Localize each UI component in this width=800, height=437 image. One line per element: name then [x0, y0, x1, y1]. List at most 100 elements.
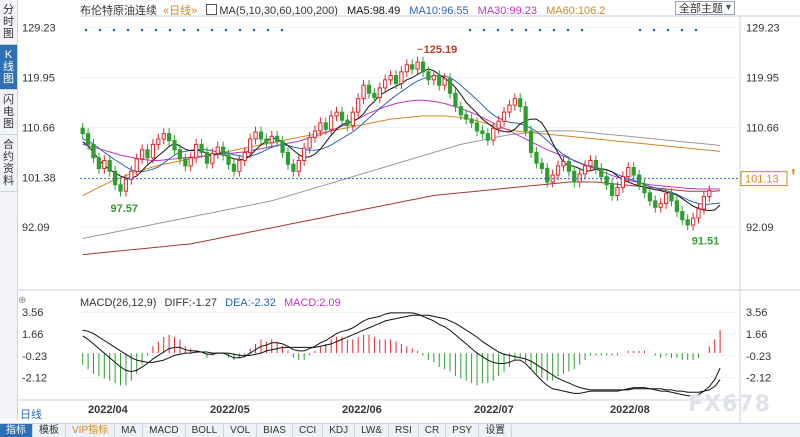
event-marker	[666, 28, 670, 32]
candle-body	[231, 163, 237, 172]
candle-body	[566, 161, 571, 172]
event-marker	[580, 28, 584, 32]
price-tick-left: 129.23	[22, 23, 56, 35]
event-marker	[112, 28, 116, 32]
candle-body	[636, 174, 642, 186]
low-annotation: 97.57	[111, 203, 139, 215]
candle-body	[156, 138, 161, 145]
candle-body	[312, 130, 318, 138]
candle-body	[350, 111, 355, 127]
candle-body	[199, 143, 204, 153]
bottom-tab-ma[interactable]: MA	[115, 424, 144, 437]
candle-body	[372, 92, 377, 99]
ma100-line	[82, 130, 721, 239]
event-marker	[224, 28, 228, 32]
candle-body	[150, 143, 156, 159]
bottom-tab-kdj[interactable]: KDJ	[323, 424, 356, 437]
candle-body	[345, 119, 350, 127]
candle-body	[474, 122, 480, 132]
event-marker	[566, 28, 570, 32]
bottom-tab-vol[interactable]: VOL	[224, 424, 258, 437]
candle-body	[501, 111, 507, 122]
bottom-tab-cr[interactable]: CR	[419, 424, 447, 437]
macd-diff-value: DIFF:-1.27	[164, 297, 218, 309]
bottom-tab-macd[interactable]: MACD	[143, 424, 186, 437]
candle-body	[458, 106, 463, 116]
ma-params: MA(5,10,30,60,100,200)	[219, 5, 338, 17]
candle-body	[302, 147, 307, 162]
bottom-tab-template[interactable]: 模板	[33, 424, 66, 437]
bottom-tab-bias[interactable]: BIAS	[257, 424, 293, 437]
period-label[interactable]: «日线»	[163, 5, 198, 17]
candle-body	[674, 200, 680, 213]
candle-body	[377, 87, 382, 99]
bottom-tab-indicator[interactable]: 指标	[0, 424, 33, 437]
candle-body	[129, 170, 134, 180]
period-button[interactable]: 日线	[20, 409, 42, 421]
candle-body	[685, 219, 690, 226]
macd-legend: MACD(26,12,9) DIFF:-1.27 DEA:-2.32 MACD:…	[80, 297, 346, 309]
candle-body	[453, 92, 458, 108]
event-marker	[238, 28, 242, 32]
bottom-tab-settings[interactable]: 设置	[479, 424, 513, 437]
candle-body	[437, 75, 442, 86]
candle-body	[167, 133, 172, 142]
candle-body	[356, 98, 361, 113]
price-tick-left: 92.09	[22, 222, 50, 234]
tab-kline[interactable]: K线图	[0, 45, 17, 90]
bottom-tab-psy[interactable]: PSY	[446, 424, 480, 437]
macd-tick-left: 1.66	[22, 329, 43, 341]
bottom-tab-rsi[interactable]: RSI	[389, 424, 419, 437]
candle-body	[620, 176, 625, 188]
ma30-value: MA30:99.23	[477, 5, 537, 17]
x-tick-label: 2022/07	[474, 404, 514, 416]
candle-body	[518, 98, 523, 108]
tab-contract-info[interactable]: 合约资料	[0, 135, 17, 192]
x-tick-label: 2022/04	[88, 404, 129, 416]
candle-body	[680, 211, 685, 221]
price-tick-left: 101.38	[22, 172, 56, 184]
tab-flash[interactable]: 闪电图	[0, 90, 17, 135]
candle-body	[237, 160, 242, 172]
candle-body	[523, 106, 528, 132]
theme-select[interactable]: 全部主题	[675, 1, 735, 15]
ma-settings-icon[interactable]	[206, 4, 218, 15]
event-marker	[680, 28, 684, 32]
macd_diff-line	[82, 312, 721, 397]
candle-body	[323, 122, 328, 130]
candle-body	[275, 135, 280, 143]
candle-body	[420, 61, 426, 73]
bottom-tab-vip[interactable]: VIP指标	[66, 424, 116, 437]
candle-body	[248, 138, 253, 153]
candle-body	[485, 133, 490, 141]
candle-body	[609, 184, 615, 196]
x-tick-label: 2022/05	[210, 404, 250, 416]
candle-body	[707, 190, 712, 198]
macd-dea-value: DEA:-2.32	[225, 297, 276, 309]
bottom-tab-boll[interactable]: BOLL	[186, 424, 225, 437]
chevron-down-icon[interactable]: ▼	[724, 2, 733, 12]
candle-body	[264, 138, 269, 144]
event-marker	[84, 28, 88, 32]
candle-body	[296, 160, 301, 172]
event-marker	[98, 28, 102, 32]
candle-body	[599, 168, 604, 178]
bottom-tab-lw[interactable]: LW&	[355, 424, 390, 437]
candle-body	[339, 111, 345, 121]
event-marker	[524, 28, 528, 32]
macd_dea-line	[82, 314, 721, 393]
event-marker	[196, 28, 200, 32]
bottom-tab-cci[interactable]: CCI	[293, 424, 324, 437]
candle-body	[204, 151, 210, 164]
candle-body	[210, 153, 215, 164]
tab-intraday[interactable]: 分时图	[0, 0, 17, 45]
candle-body	[194, 143, 199, 159]
candle-body	[183, 158, 188, 167]
candle-body	[561, 161, 566, 167]
ma10-value: MA10:96.55	[409, 5, 469, 17]
candle-body	[112, 170, 118, 186]
x-tick-label: 2022/08	[610, 404, 650, 416]
price-legend: 布伦特原油连续 «日线» MA(5,10,30,60,100,200) MA5:9…	[80, 2, 611, 18]
macd-tick-right: 3.56	[746, 307, 767, 319]
